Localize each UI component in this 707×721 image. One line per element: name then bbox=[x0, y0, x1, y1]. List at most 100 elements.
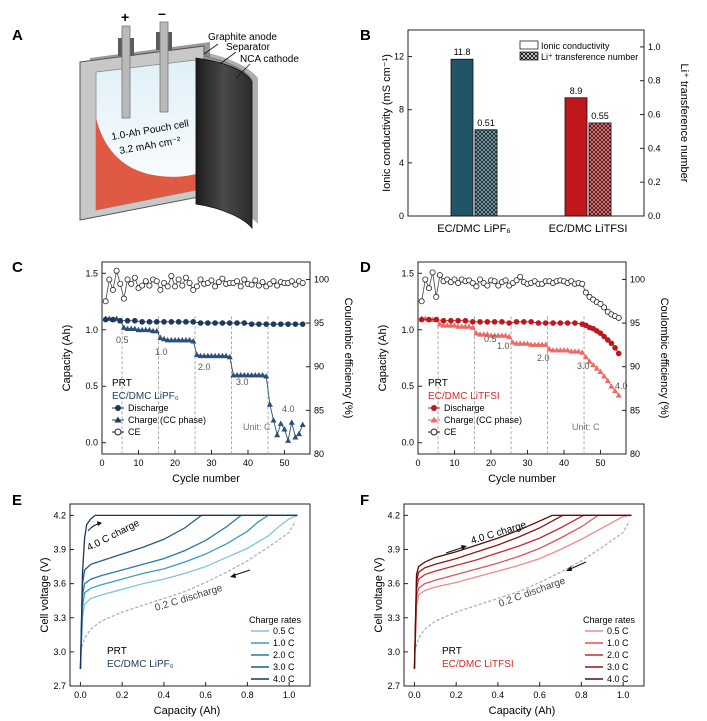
c-ce-point bbox=[171, 283, 178, 290]
d-rate-4-0: 4.0 bbox=[615, 381, 628, 391]
c-ce-point bbox=[117, 280, 124, 287]
panel-f-letter: F bbox=[360, 492, 369, 509]
c-ce-point bbox=[175, 276, 182, 283]
c-discharge-point bbox=[234, 320, 240, 326]
e-charge-arrowhead bbox=[97, 521, 102, 526]
f-series bbox=[413, 514, 632, 669]
c-ylabel-right: Coulombic efficiency (%) bbox=[342, 298, 354, 419]
b-bar-transference bbox=[474, 129, 498, 217]
d-y2-tick-label: 85 bbox=[630, 405, 640, 415]
d-discharge-point bbox=[506, 320, 513, 326]
f-legend-label: 3.0 C bbox=[607, 662, 629, 672]
d-ce-point bbox=[433, 293, 440, 300]
e-legend-label: 3.0 C bbox=[273, 662, 295, 672]
b-right-tick-label: 0.6 bbox=[648, 110, 661, 120]
d-legend-ce: CE bbox=[444, 427, 457, 437]
c-y-tick-label: 1.5 bbox=[85, 268, 98, 278]
c-discharge-point bbox=[110, 316, 116, 323]
panel-b-letter: B bbox=[360, 27, 371, 44]
d-charge-point bbox=[451, 322, 458, 328]
c-discharge-point bbox=[117, 317, 124, 324]
d-ce-point bbox=[615, 314, 622, 321]
c-charge-point bbox=[296, 430, 303, 437]
e-charge-curve bbox=[79, 514, 298, 669]
c-ce-point bbox=[259, 279, 266, 286]
c-discharge-point bbox=[256, 321, 262, 327]
e-y-tick-label: 3.6 bbox=[53, 579, 66, 589]
c-charge-point bbox=[153, 327, 160, 334]
c-ce-point bbox=[146, 282, 153, 289]
d-discharge-point bbox=[604, 337, 611, 343]
d-ce-point bbox=[451, 276, 458, 283]
d-discharge-point bbox=[608, 340, 615, 347]
d-ce-point bbox=[502, 277, 509, 284]
f-x-tick-label: 0.8 bbox=[575, 690, 588, 700]
b-value-label: 0.55 bbox=[591, 111, 609, 121]
b-left-tick-label: 0 bbox=[399, 211, 404, 221]
d-charge-point bbox=[484, 331, 491, 337]
c-y2-tick-label: 100 bbox=[314, 274, 329, 284]
c-discharge-point bbox=[197, 320, 204, 326]
d-x-tick-label: 10 bbox=[449, 458, 459, 468]
c-discharge-line bbox=[105, 319, 303, 325]
panel-e-letter: E bbox=[12, 492, 22, 509]
c-legend-charge-marker bbox=[114, 416, 122, 423]
f-charge-arrow bbox=[445, 546, 465, 554]
c-legend-discharge-marker bbox=[115, 405, 121, 411]
panel-c-frame bbox=[101, 261, 311, 455]
b-bar-transference bbox=[588, 122, 612, 217]
c-legend-ce-marker bbox=[114, 428, 122, 436]
c-ce-point bbox=[292, 281, 299, 288]
b-right-axis-ticks: 0.0 0.2 0.4 0.6 0.8 1.0 bbox=[640, 42, 661, 221]
d-charge-point bbox=[524, 340, 531, 346]
d-charge-point bbox=[542, 341, 549, 347]
f-y-tick-label: 4.2 bbox=[387, 510, 400, 520]
d-y2-tick-label: 100 bbox=[630, 274, 645, 284]
c-charge-point bbox=[274, 431, 281, 438]
c-ce-point bbox=[270, 278, 277, 285]
d-discharge-point bbox=[564, 320, 571, 326]
e-y-tick-label: 3.0 bbox=[53, 647, 66, 657]
d-discharge-point bbox=[550, 320, 556, 326]
b-right-tick-label: 0.2 bbox=[648, 177, 661, 187]
b-group-label-2: EC/DMC LiTFSI bbox=[549, 223, 628, 235]
c-discharge-point bbox=[183, 319, 189, 325]
d-charge-point bbox=[597, 368, 604, 374]
d-x-tick-label: 40 bbox=[559, 458, 569, 468]
c-discharge-point bbox=[270, 321, 277, 327]
d-charge-point bbox=[593, 365, 600, 371]
d-charge-point bbox=[615, 392, 622, 398]
d-ce-point bbox=[491, 278, 498, 285]
d-xlabel: Cycle number bbox=[488, 473, 556, 485]
d-x-tick-label: 20 bbox=[486, 458, 496, 468]
d-discharge-point bbox=[557, 320, 564, 326]
d-ce-point bbox=[484, 282, 491, 289]
d-charge-point bbox=[502, 332, 509, 338]
e-charge-curve bbox=[79, 514, 298, 669]
d-charge-point bbox=[579, 349, 586, 355]
b-value-label: 11.8 bbox=[454, 47, 471, 57]
c-ce-point bbox=[208, 277, 215, 284]
c-discharge-point bbox=[190, 319, 197, 325]
c-ce-point bbox=[186, 279, 193, 286]
d-charge-point bbox=[564, 347, 571, 353]
d-y-tick-label: 0.0 bbox=[401, 438, 414, 448]
e-charge-curve bbox=[79, 514, 298, 669]
b-legend-conductivity: Ionic conductivity bbox=[541, 41, 610, 51]
d-y2-tick-label: 95 bbox=[630, 318, 640, 328]
c-discharge-point bbox=[212, 320, 218, 326]
panel-f-frame bbox=[403, 503, 645, 687]
c-charge-point bbox=[157, 334, 164, 341]
e-discharge-arrowhead bbox=[230, 573, 236, 578]
b-group-label-1: EC/DMC LiPF₆ bbox=[437, 223, 511, 235]
f-annot-charge: 4.0 C charge bbox=[470, 519, 528, 546]
c-ce-point bbox=[157, 286, 164, 293]
d-discharge-point bbox=[418, 316, 425, 323]
f-charge-curve bbox=[413, 514, 632, 669]
d-ylabel-right: Coulombic efficiency (%) bbox=[658, 298, 670, 419]
panel-b: B 0 4 8 12 0.0 0.2 0.4 0.6 0.8 1.0 11.8 0.51 8.9 0.… bbox=[360, 27, 690, 235]
c-discharge-point bbox=[161, 319, 167, 325]
b-value-label: 0.51 bbox=[477, 118, 495, 128]
panel-b-frame bbox=[407, 29, 645, 217]
